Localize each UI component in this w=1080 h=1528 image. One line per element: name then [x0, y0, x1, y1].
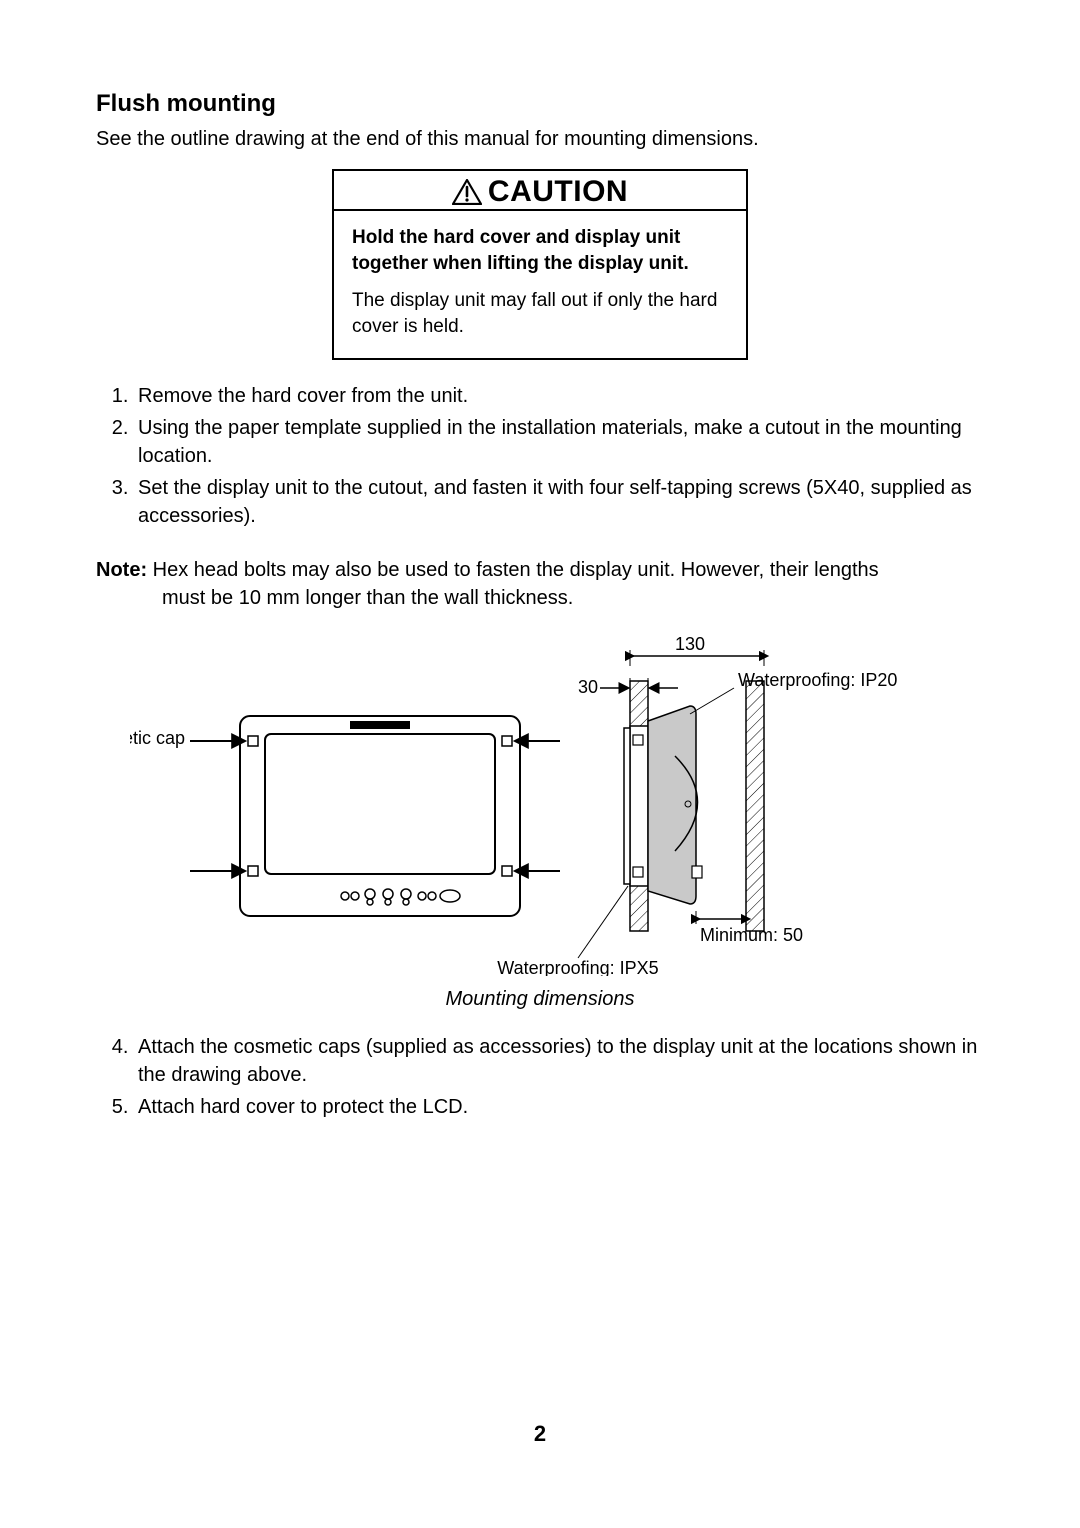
step-item: Attach hard cover to protect the LCD.	[134, 1093, 984, 1121]
steps-list-a: Remove the hard cover from the unit. Usi…	[96, 382, 984, 530]
note-block: Note: Hex head bolts may also be used to…	[96, 556, 984, 612]
figure-caption: Mounting dimensions	[96, 988, 984, 1011]
steps-list-b: Attach the cosmetic caps (supplied as ac…	[96, 1033, 984, 1121]
caution-body: Hold the hard cover and display unit tog…	[332, 209, 748, 360]
front-view	[190, 716, 560, 916]
step-item: Using the paper template supplied in the…	[134, 414, 984, 470]
step-item: Set the display unit to the cutout, and …	[134, 474, 984, 530]
caution-heading-text: CAUTION	[488, 175, 628, 208]
dim-130: 130	[675, 636, 705, 654]
caution-box: CAUTION Hold the hard cover and display …	[332, 169, 748, 360]
intro-text: See the outline drawing at the end of th…	[96, 128, 984, 151]
caution-explain: The display unit may fall out if only th…	[352, 288, 728, 339]
label-ipx5: Waterproofing: IPX5	[497, 958, 658, 976]
step-item: Attach the cosmetic caps (supplied as ac…	[134, 1033, 984, 1089]
note-rest: must be 10 mm longer than the wall thick…	[96, 584, 984, 612]
side-view: 130 30 Waterproofing: IP20 Minimum: 50 W…	[497, 636, 897, 976]
page-number: 2	[96, 1421, 984, 1447]
note-first: Hex head bolts may also be used to faste…	[147, 559, 879, 581]
caution-header: CAUTION	[332, 169, 748, 209]
section-title: Flush mounting	[96, 90, 984, 118]
warning-triangle-icon	[452, 179, 482, 205]
label-cosmetic-cap: Cosmetic cap	[130, 728, 185, 748]
mounting-diagram: Cosmetic cap	[130, 636, 950, 976]
label-ip20: Waterproofing: IP20	[738, 670, 897, 690]
label-min50: Minimum: 50	[700, 925, 803, 945]
note-label: Note:	[96, 559, 147, 581]
step-item: Remove the hard cover from the unit.	[134, 382, 984, 410]
caution-bold: Hold the hard cover and display unit tog…	[352, 225, 728, 276]
dim-30: 30	[578, 677, 598, 697]
figure: Cosmetic cap	[96, 636, 984, 982]
